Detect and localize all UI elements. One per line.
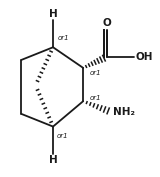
Text: or1: or1 (56, 133, 68, 139)
Text: or1: or1 (89, 95, 101, 101)
Text: OH: OH (136, 52, 153, 62)
Text: H: H (49, 155, 57, 165)
Text: or1: or1 (58, 35, 69, 41)
Text: NH₂: NH₂ (113, 107, 135, 117)
Text: or1: or1 (89, 70, 101, 76)
Text: H: H (49, 9, 57, 19)
Text: O: O (103, 18, 111, 28)
